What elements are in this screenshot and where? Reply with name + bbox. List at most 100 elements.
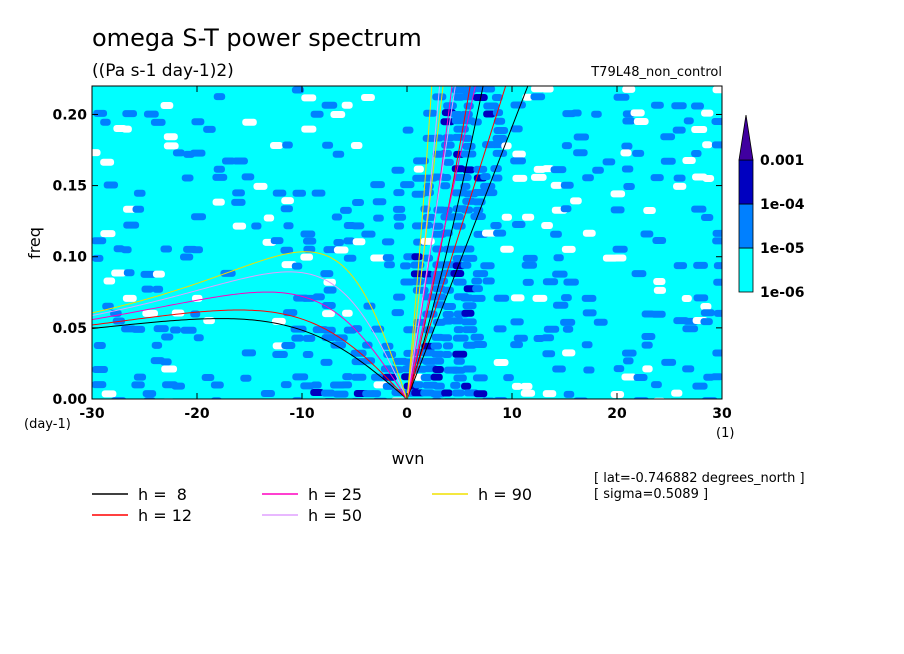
field-cell: [470, 333, 484, 341]
field-cell: [391, 166, 405, 174]
field-cell: [92, 237, 107, 245]
field-cell: [552, 270, 568, 278]
field-cell: [152, 285, 164, 293]
rossby-curve-8: [92, 318, 408, 399]
field-cell: [332, 150, 345, 158]
field-cell: [612, 245, 628, 253]
field-cell: [472, 374, 488, 382]
field-cell: [441, 389, 453, 397]
field-cell: [462, 302, 477, 310]
y-tick-label: 0.05: [52, 321, 87, 337]
field-cell: [552, 301, 569, 309]
rossby-curve-12: [92, 309, 408, 399]
field-cell: [253, 182, 268, 190]
field-cell: [493, 229, 507, 237]
field-cell: [163, 142, 179, 150]
field-cell: [100, 158, 115, 166]
field-cell: [563, 278, 579, 286]
field-cell: [232, 157, 248, 165]
field-cell: [352, 198, 365, 206]
field-cell: [541, 221, 553, 229]
field-cell: [283, 222, 294, 230]
field-cell: [333, 246, 349, 254]
plot-background: [92, 86, 722, 399]
field-cell: [92, 149, 101, 157]
field-cell: [420, 374, 433, 382]
field-cell: [193, 334, 204, 342]
field-cell: [431, 350, 445, 358]
legend: h = 8 h = 12 h = 25 h = 50 h = 90: [92, 485, 532, 525]
field-cell: [291, 334, 304, 342]
field-cell: [413, 157, 429, 165]
legend-label-25: h = 25: [308, 485, 362, 504]
y-tick-label: 0.20: [52, 107, 87, 123]
field-cell: [532, 294, 548, 302]
field-cell: [613, 365, 625, 373]
field-cell: [631, 270, 647, 278]
field-cell: [450, 381, 461, 389]
field-cell: [641, 333, 656, 341]
field-cell: [650, 174, 664, 182]
field-cell: [370, 254, 387, 262]
field-cell: [682, 365, 695, 373]
field-cell: [272, 189, 287, 197]
field-cell: [443, 158, 454, 166]
field-cell: [92, 254, 104, 262]
field-cell: [473, 165, 488, 173]
field-cell: [433, 134, 444, 142]
field-cell: [383, 261, 395, 269]
field-cell: [672, 126, 686, 134]
field-cell: [510, 101, 526, 109]
field-cell: [650, 381, 662, 389]
x-tick-label: 10: [502, 406, 522, 422]
field-cell: [393, 189, 405, 197]
field-cell: [650, 101, 664, 109]
field-cell: [163, 133, 178, 141]
field-cell: [172, 149, 185, 157]
field-cell: [483, 110, 496, 118]
field-cell: [681, 294, 692, 302]
field-cell: [392, 205, 406, 213]
field-cell: [381, 238, 395, 246]
field-cell: [501, 213, 512, 221]
field-cell: [455, 398, 464, 399]
field-cell: [561, 142, 573, 150]
plot-area: [91, 85, 723, 400]
field-cell: [500, 245, 514, 253]
field-cell: [480, 173, 491, 181]
field-cell: [471, 189, 487, 197]
field-cell: [661, 358, 677, 366]
field-cell: [513, 334, 528, 342]
field-cell: [501, 142, 512, 150]
field-cell: [542, 350, 556, 358]
kelvin-curve-50: [406, 86, 456, 399]
field-cell: [310, 381, 322, 389]
field-cell: [300, 253, 314, 261]
field-cell: [282, 309, 298, 317]
field-cell: [340, 206, 352, 214]
field-cell: [610, 206, 625, 214]
field-cell: [93, 109, 108, 117]
field-cell: [621, 373, 637, 381]
field-cell: [462, 142, 476, 150]
field-cell: [442, 286, 454, 294]
kelvin-curve-8: [406, 86, 529, 399]
legend-label-12: h = 12: [138, 506, 192, 525]
field-cell: [190, 246, 203, 254]
field-cell: [622, 117, 636, 125]
field-cell: [111, 269, 127, 277]
legend-label-8: h = 8: [138, 485, 187, 504]
field-cell: [302, 350, 314, 358]
field-cell: [103, 277, 116, 285]
field-cell: [92, 381, 107, 389]
field-cell: [510, 157, 526, 165]
field-cell: [191, 213, 207, 221]
field-cell: [111, 397, 127, 399]
mrg-curve-12: [406, 86, 471, 399]
colorbar-segment: [738, 247, 754, 293]
field-cell: [483, 102, 499, 110]
field-cell: [402, 126, 414, 134]
field-cell: [582, 229, 596, 237]
field-cell: [240, 374, 252, 382]
field-cell: [602, 158, 616, 166]
